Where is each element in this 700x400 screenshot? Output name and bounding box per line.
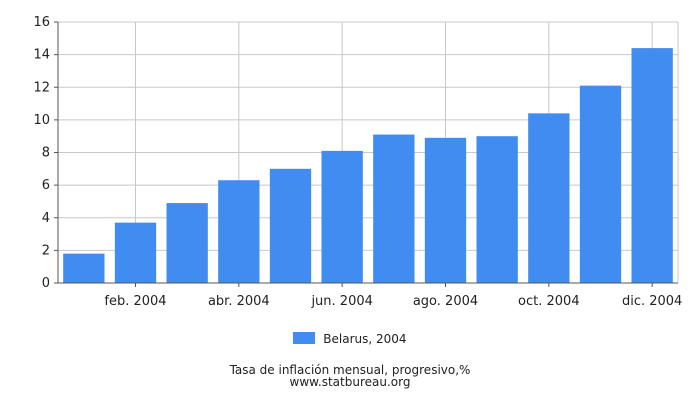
chart-title: Tasa de inflación mensual, progresivo,%: [229, 363, 471, 377]
y-tick-label: 4: [42, 211, 50, 226]
bar: [218, 180, 260, 283]
x-tick-label: feb. 2004: [104, 294, 166, 309]
bar: [476, 136, 518, 283]
x-tick-label: abr. 2004: [208, 294, 270, 309]
source-label: www.statbureau.org: [289, 375, 411, 389]
x-tick-label: dic. 2004: [622, 294, 682, 309]
x-tick-label: jun. 2004: [310, 294, 372, 309]
y-tick-label: 14: [33, 48, 50, 63]
bar: [579, 85, 622, 284]
x-tick-label: oct. 2004: [518, 294, 580, 309]
bar: [114, 222, 157, 283]
y-tick-label: 12: [33, 80, 50, 95]
y-tick-label: 8: [42, 146, 50, 161]
bar: [166, 203, 208, 283]
y-tick-label: 16: [33, 15, 50, 30]
legend: Belarus, 2004: [0, 332, 700, 346]
legend-swatch: [293, 332, 316, 344]
bar: [269, 168, 312, 283]
bar: [63, 253, 105, 283]
bar: [321, 150, 363, 283]
bar: [631, 48, 673, 283]
legend-label: Belarus, 2004: [323, 332, 407, 346]
y-tick-label: 2: [42, 243, 50, 258]
x-tick-label: ago. 2004: [413, 294, 478, 309]
bar: [528, 113, 570, 283]
bar: [373, 134, 415, 283]
bar-chart: 0 2 4 6 8 10 12 14 16 feb. 2004 abr. 2004 jun. 2004…: [33, 15, 682, 309]
y-tick-label: 10: [33, 113, 50, 128]
y-tick-label: 6: [42, 178, 50, 193]
y-tick-label: 0: [42, 276, 50, 291]
bar: [424, 137, 467, 283]
